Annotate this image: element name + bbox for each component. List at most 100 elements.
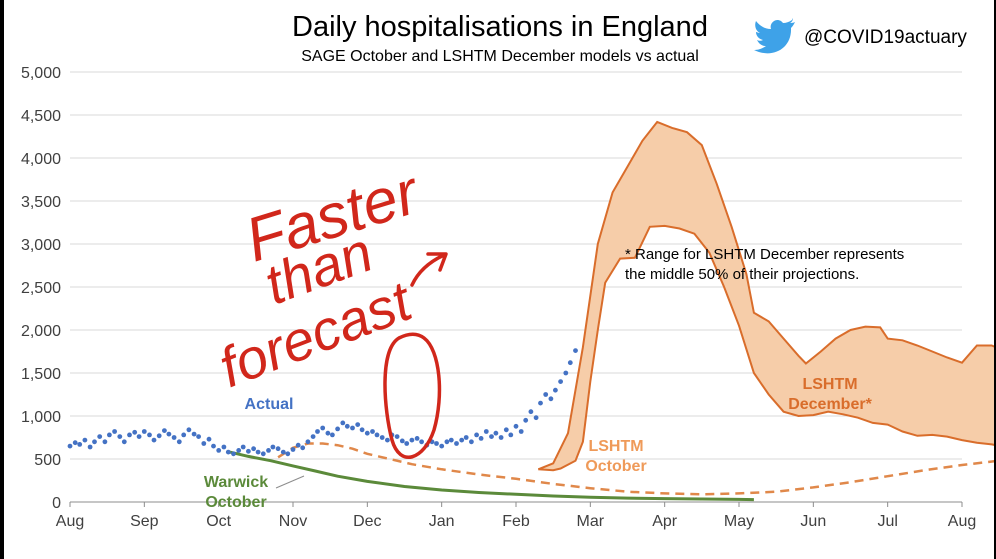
actual-point xyxy=(444,439,450,445)
band-upper-line xyxy=(537,120,994,471)
x-tick-label: Mar xyxy=(577,513,605,530)
actual-point xyxy=(374,432,380,438)
actual-point xyxy=(344,423,350,429)
lshtm-october-line xyxy=(277,442,994,496)
actual-point xyxy=(359,427,365,433)
actual-point xyxy=(573,348,578,353)
actual-point xyxy=(305,439,311,445)
actual-point xyxy=(498,435,504,440)
lshtm-december-band xyxy=(537,120,994,472)
actual-point xyxy=(87,444,93,450)
actual-point xyxy=(72,440,78,446)
actual-point xyxy=(97,434,103,439)
actual-point xyxy=(206,436,212,442)
actual-point xyxy=(325,430,331,436)
actual-point xyxy=(379,435,385,440)
actual-point xyxy=(434,441,439,446)
actual-point xyxy=(191,431,197,437)
label-lshtm-december: December* xyxy=(788,396,872,413)
actual-point xyxy=(231,451,236,457)
actual-point xyxy=(240,444,246,450)
actual-point xyxy=(295,442,301,448)
actual-point xyxy=(186,427,192,433)
actual-point xyxy=(107,432,112,438)
actual-point xyxy=(463,435,469,440)
gridlines xyxy=(70,71,962,460)
y-tick-label: 500 xyxy=(34,452,61,469)
actual-point xyxy=(385,437,390,443)
actual-point xyxy=(315,429,320,434)
actual-point xyxy=(523,417,529,423)
actual-point xyxy=(132,429,138,435)
actual-point xyxy=(483,429,489,434)
actual-point xyxy=(112,429,117,434)
actual-point xyxy=(201,441,207,446)
actual-point xyxy=(300,445,306,451)
actual-point xyxy=(147,432,152,438)
x-tick-label: Jul xyxy=(877,513,897,530)
actual-point xyxy=(508,432,514,438)
y-tick-label: 0 xyxy=(52,495,61,512)
actual-point xyxy=(469,439,474,445)
actual-point xyxy=(236,448,242,453)
x-tick-label: Oct xyxy=(206,513,231,530)
x-tick-label: Apr xyxy=(652,513,678,530)
y-tick-label: 5,000 xyxy=(21,65,61,82)
actual-point xyxy=(474,432,479,438)
actual-point xyxy=(162,428,167,433)
x-tick-label: Aug xyxy=(56,513,84,530)
y-tick-label: 2,000 xyxy=(21,323,61,340)
x-tick-label: Feb xyxy=(502,513,530,530)
warwick-october-line xyxy=(229,450,754,502)
x-tick-label: Jun xyxy=(800,513,826,530)
axes: 0 500 1,000 1,500 2,000 2,500 3,000 3,500 4,000 4… xyxy=(21,65,976,530)
actual-point xyxy=(330,432,335,438)
actual-point xyxy=(290,447,296,452)
label-warwick-october: Warwick xyxy=(204,474,268,491)
actual-point xyxy=(156,433,162,439)
actual-point xyxy=(558,379,563,384)
actual-point xyxy=(255,449,261,455)
note-line-1: * Range for LSHTM December represents xyxy=(625,246,904,263)
actual-point xyxy=(270,444,276,450)
label-actual: Actual xyxy=(245,396,294,413)
series-labels: Actual LSHTM December* LSHTM October Warwick O… xyxy=(204,376,873,511)
y-tick-label: 1,000 xyxy=(21,409,61,426)
actual-point xyxy=(454,441,459,446)
actual-point xyxy=(136,434,142,439)
actual-point xyxy=(364,430,370,436)
actual-point xyxy=(548,396,554,402)
actual-point xyxy=(151,437,157,443)
actual-point xyxy=(216,448,222,453)
label-lshtm-october: October xyxy=(585,458,646,475)
x-tick-label: Aug xyxy=(948,513,976,530)
actual-point xyxy=(92,439,97,445)
actual-point xyxy=(171,435,177,440)
actual-point xyxy=(399,438,405,444)
actual-point xyxy=(196,434,202,439)
actual-point xyxy=(478,436,484,441)
actual-dots xyxy=(67,348,578,457)
chart-panel: 0 500 1,000 1,500 2,000 2,500 3,000 3,500 4,000 4… xyxy=(4,0,994,559)
actual-point xyxy=(503,427,509,433)
actual-point xyxy=(414,436,420,441)
actual-point xyxy=(275,446,281,452)
actual-point xyxy=(280,449,286,455)
label-warwick-october: October xyxy=(205,494,266,511)
x-tick-label: Sep xyxy=(130,513,159,530)
actual-point xyxy=(82,437,88,443)
y-tick-label: 1,500 xyxy=(21,366,61,383)
actual-point xyxy=(221,444,227,450)
y-tick-label: 3,000 xyxy=(21,237,61,254)
y-tick-label: 4,000 xyxy=(21,151,61,168)
actual-point xyxy=(176,439,182,445)
actual-point xyxy=(127,432,132,438)
actual-point xyxy=(251,446,256,452)
actual-point xyxy=(285,451,291,457)
y-tick-label: 2,500 xyxy=(21,280,61,297)
actual-point xyxy=(439,443,445,449)
actual-point xyxy=(225,449,231,455)
x-tick-label: Jan xyxy=(429,513,455,530)
x-tick-label: Dec xyxy=(353,513,381,530)
actual-point xyxy=(563,370,569,376)
